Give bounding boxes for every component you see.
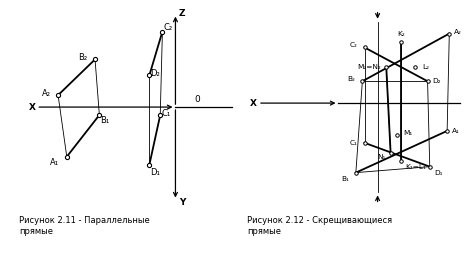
Text: X: X [28, 103, 36, 111]
Text: B₁: B₁ [341, 176, 349, 182]
Text: C₂: C₂ [350, 43, 357, 49]
Text: D₁: D₁ [434, 170, 443, 176]
Text: X: X [250, 99, 257, 108]
Text: L₂: L₂ [422, 64, 429, 70]
Text: B₂: B₂ [347, 76, 356, 82]
Text: A₁: A₁ [50, 158, 59, 167]
Text: A₁: A₁ [452, 128, 460, 134]
Text: D₁: D₁ [150, 168, 160, 177]
Text: 0: 0 [194, 95, 200, 104]
Text: N₁: N₁ [378, 154, 386, 160]
Text: D₂: D₂ [150, 69, 160, 78]
Text: Рисунок 2.11 - Параллельные
прямые: Рисунок 2.11 - Параллельные прямые [19, 216, 150, 236]
Text: C₁: C₁ [350, 140, 357, 146]
Text: C₁: C₁ [161, 109, 170, 118]
Text: C₂: C₂ [163, 23, 173, 32]
Text: K₁=L₁: K₁=L₁ [405, 164, 426, 170]
Text: M₁: M₁ [403, 130, 413, 136]
Text: K₂: K₂ [398, 30, 405, 37]
Text: B₁: B₁ [100, 116, 109, 125]
Text: A₂: A₂ [42, 89, 51, 98]
Text: A₂: A₂ [454, 29, 462, 35]
Text: Рисунок 2.12 - Скрещивающиеся
прямые: Рисунок 2.12 - Скрещивающиеся прямые [247, 216, 392, 236]
Text: B₂: B₂ [79, 53, 88, 62]
Text: D₂: D₂ [432, 78, 440, 84]
Text: M₂=N₂: M₂=N₂ [357, 64, 381, 70]
Text: Z: Z [179, 9, 185, 18]
Text: Y: Y [179, 198, 185, 207]
